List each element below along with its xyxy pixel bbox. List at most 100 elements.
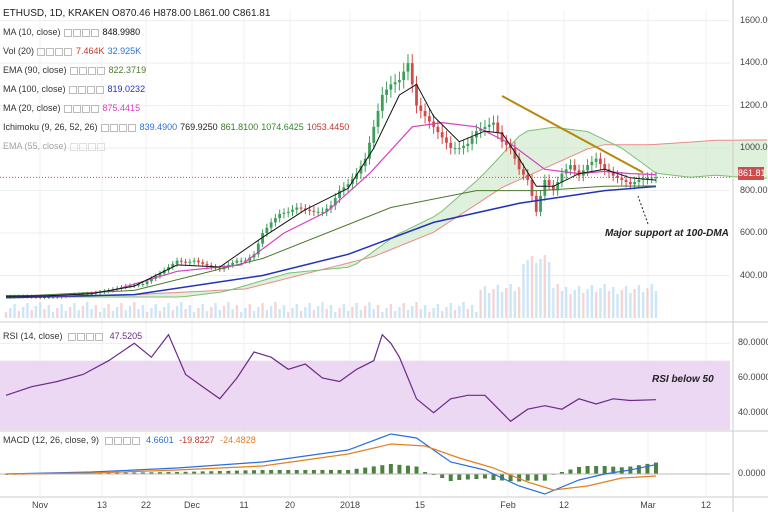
- macd-histogram-bar: [525, 474, 530, 481]
- cloud-span-a: [6, 126, 768, 298]
- legend-controls[interactable]: [63, 26, 100, 39]
- price-tick-label: 1000.00: [740, 142, 768, 153]
- candle-body: [201, 262, 205, 264]
- candle-body: [385, 89, 388, 95]
- volume-bar: [111, 311, 115, 318]
- annotation-arrow: [637, 195, 649, 225]
- rsi-controls[interactable]: [68, 330, 104, 343]
- settings-icon[interactable]: [78, 66, 87, 75]
- legend-controls[interactable]: [100, 121, 137, 134]
- settings-icon[interactable]: [72, 104, 81, 113]
- add-icon[interactable]: [95, 85, 104, 94]
- volume-bar: [98, 312, 102, 318]
- macd-histogram-bar: [115, 472, 120, 474]
- volume-bar: [624, 286, 628, 318]
- macd-histogram-bar: [183, 471, 188, 474]
- settings-icon[interactable]: [78, 142, 87, 151]
- add-icon[interactable]: [64, 47, 73, 56]
- eye-icon[interactable]: [68, 332, 77, 341]
- macd-histogram-bar: [132, 472, 137, 474]
- volume-bar: [17, 311, 21, 318]
- eye-icon[interactable]: [68, 85, 77, 94]
- candle-body: [265, 227, 269, 234]
- settings-icon[interactable]: [113, 436, 122, 445]
- candle-body: [342, 187, 346, 191]
- legend-controls[interactable]: [63, 102, 100, 115]
- volume-bar: [479, 290, 482, 318]
- close-icon[interactable]: [81, 28, 90, 37]
- legend-controls[interactable]: [69, 64, 106, 77]
- add-icon[interactable]: [90, 104, 99, 113]
- macd-controls[interactable]: [104, 434, 141, 447]
- macd-histogram-bar: [405, 465, 410, 474]
- add-icon[interactable]: [131, 436, 140, 445]
- add-icon[interactable]: [95, 332, 104, 341]
- eye-icon[interactable]: [69, 66, 78, 75]
- close-icon[interactable]: [86, 85, 95, 94]
- volume-bar: [428, 312, 431, 318]
- time-tick-label: 13: [96, 500, 108, 510]
- legend-controls[interactable]: [37, 45, 73, 58]
- legend-controls[interactable]: [68, 83, 105, 96]
- eye-icon[interactable]: [104, 436, 113, 445]
- volume-bar: [607, 291, 611, 318]
- moving-average-lines: [0, 83, 730, 299]
- price-tick-label: 1400.00: [740, 57, 768, 68]
- volume-bar: [163, 307, 166, 318]
- add-icon[interactable]: [96, 66, 105, 75]
- volume-bar: [372, 309, 375, 318]
- close-icon[interactable]: [122, 436, 131, 445]
- macd-histogram-bar: [585, 466, 590, 474]
- close-icon[interactable]: [118, 123, 127, 132]
- volume-bar: [145, 312, 149, 318]
- add-icon[interactable]: [127, 123, 136, 132]
- macd-histogram-bar: [329, 470, 333, 474]
- close-icon[interactable]: [87, 66, 96, 75]
- volume-bar: [505, 288, 508, 318]
- settings-icon[interactable]: [77, 332, 86, 341]
- macd-histogram-bar: [508, 474, 513, 481]
- settings-icon[interactable]: [77, 85, 86, 94]
- candle-body: [338, 190, 341, 198]
- eye-icon[interactable]: [69, 142, 78, 151]
- volume-bar: [453, 310, 457, 318]
- eye-icon[interactable]: [100, 123, 109, 132]
- volume-bar: [641, 292, 645, 318]
- candle-body: [410, 63, 414, 85]
- volume-bar: [124, 310, 127, 318]
- rsi-label: RSI (14, close): [3, 331, 63, 341]
- eye-icon[interactable]: [37, 47, 46, 56]
- close-icon[interactable]: [81, 104, 90, 113]
- volume-bar: [68, 307, 72, 318]
- settings-icon[interactable]: [109, 123, 118, 132]
- candle-body: [590, 161, 594, 166]
- volume-bar: [406, 310, 410, 318]
- macd-signal-line: [5, 443, 657, 491]
- close-icon[interactable]: [87, 142, 96, 151]
- legend-row: EMA (90, close) 822.3719: [3, 64, 146, 77]
- volume-bar: [342, 304, 346, 318]
- add-icon[interactable]: [96, 142, 105, 151]
- macd-histogram-bar: [371, 466, 376, 474]
- candle-body: [526, 174, 530, 180]
- volume-bar: [376, 305, 380, 318]
- eye-icon[interactable]: [63, 28, 72, 37]
- add-icon[interactable]: [90, 28, 99, 37]
- close-icon[interactable]: [55, 47, 64, 56]
- close-icon[interactable]: [86, 332, 95, 341]
- volume-bar: [470, 305, 474, 318]
- volume-bar: [560, 291, 564, 318]
- legend-value: 1053.4450: [306, 122, 350, 132]
- legend-controls[interactable]: [69, 140, 106, 153]
- settings-icon[interactable]: [46, 47, 55, 56]
- eye-icon[interactable]: [63, 104, 72, 113]
- macd-histogram-bar: [440, 474, 445, 478]
- volume-bar: [248, 304, 251, 318]
- candle-body: [449, 142, 453, 149]
- volume-bar: [616, 294, 619, 318]
- candle-body: [291, 209, 294, 212]
- legend-label: Vol (20): [3, 46, 35, 56]
- settings-icon[interactable]: [72, 28, 81, 37]
- macd-histogram-bar: [482, 474, 487, 479]
